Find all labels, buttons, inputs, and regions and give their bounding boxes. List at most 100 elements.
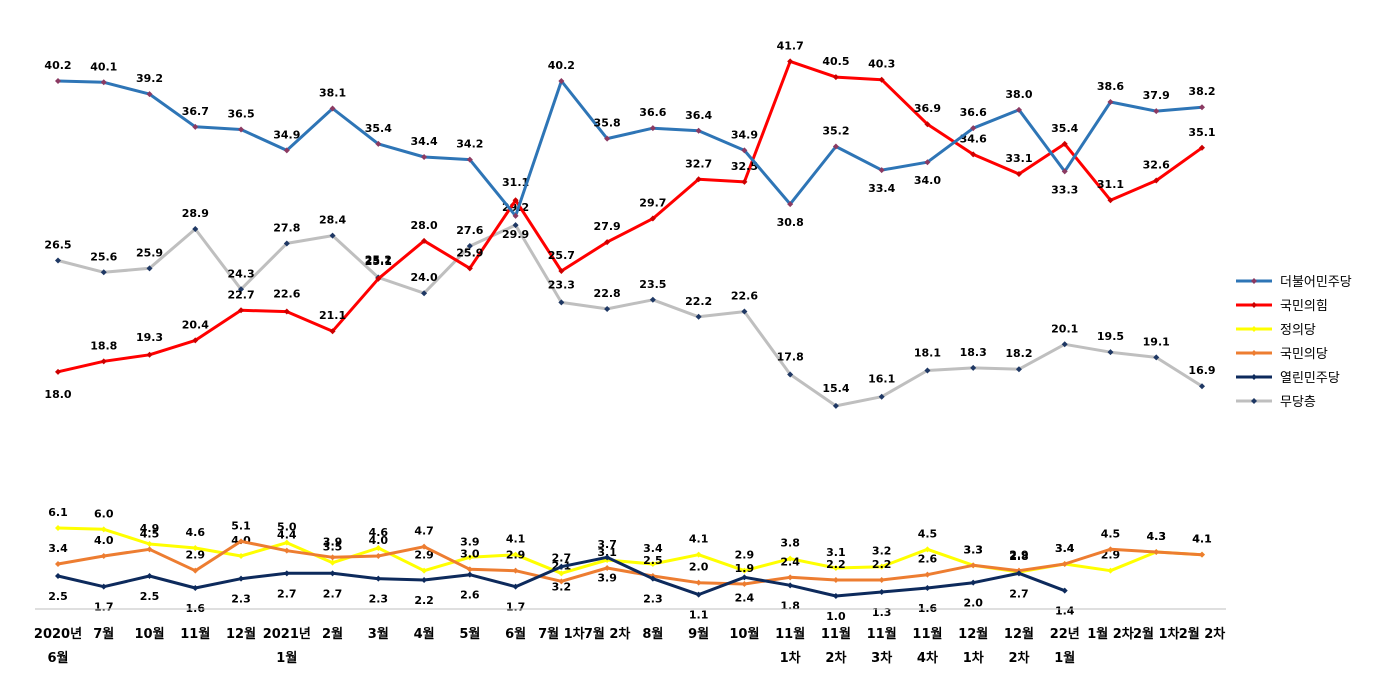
data-label-ec97b4eba6b0ebafbceca3bceb8bb9-3: 1.6 [186,602,206,615]
data-label-eca095ec9d98eb8bb9-6: 3.5 [323,541,343,554]
data-label-ebacb4eb8bb9ecb8b5-6: 28.4 [319,214,346,227]
data-label-eab5adebafbcec9d98eb8bb9-21: 2.9 [1009,549,1029,562]
x-tick-label-18-line1: 3차 [871,650,892,666]
legend-label-eb8d94ebb688ec96b4ebafbceca3bceb8bb9: 더불어민주당 [1280,275,1352,290]
data-label-eca095ec9d98eb8bb9-7: 4.6 [369,526,389,539]
data-label-eab5adebafbcec9d98ed9e98-23: 31.1 [1097,178,1124,191]
data-point-eab5adebafbcec9d98ed9e98-11 [558,267,565,274]
x-axis-tick-labels: 2020년 6월 7월 10월 11월 12월 2021년 1월 2월 3월 4월 5월 6월 7월 1차… [34,626,1225,666]
x-tick-label-14: 9월 [688,626,709,642]
data-point-eab5adebafbcec9d98eb8bb9-23 [1107,546,1114,553]
data-label-eab5adebafbcec9d98eb8bb9-7: 4.0 [369,534,389,547]
x-tick-label-19: 11월 [912,626,942,642]
data-point-eb8d94ebb688ec96b4ebafbceca3bceb8bb9-6 [329,105,336,112]
data-point-eb8d94ebb688ec96b4ebafbceca3bceb8bb9-24 [1153,108,1160,115]
data-label-ebacb4eb8bb9ecb8b5-18: 16.1 [868,373,895,386]
data-label-ebacb4eb8bb9ecb8b5-4: 24.3 [227,267,254,280]
data-point-eab5adebafbcec9d98eb8bb9-6 [329,554,336,561]
data-point-ebacb4eb8bb9ecb8b5-11 [558,299,565,306]
data-point-ec97b4eba6b0ebafbceca3bceb8bb9-8 [421,576,428,583]
data-point-eb8d94ebb688ec96b4ebafbceca3bceb8bb9-16 [787,201,794,208]
x-tick-label-13: 8월 [642,626,663,642]
data-label-eca095ec9d98eb8bb9-9: 3.9 [460,535,480,548]
data-label-eb8d94ebb688ec96b4ebafbceca3bceb8bb9-20: 36.6 [960,106,987,119]
data-label-ec97b4eba6b0ebafbceca3bceb8bb9-20: 2.0 [963,597,983,610]
data-point-ec97b4eba6b0ebafbceca3bceb8bb9-7 [375,575,382,582]
x-tick-label-17: 11월 [821,626,851,642]
data-point-eab5adebafbcec9d98ed9e98-9 [466,265,473,272]
data-point-eab5adebafbcec9d98eb8bb9-0 [55,560,61,567]
x-tick-label-25: 2월 2차 [1179,626,1226,642]
legend-marker-eb8d94ebb688ec96b4ebafbceca3bceb8bb9 [1251,278,1257,284]
data-label-eb8d94ebb688ec96b4ebafbceca3bceb8bb9-3: 36.7 [182,105,209,118]
data-point-ebacb4eb8bb9ecb8b5-18 [878,393,885,400]
data-label-eab5adebafbcec9d98ed9e98-16: 41.7 [777,39,804,52]
data-point-ebacb4eb8bb9ecb8b5-25 [1199,383,1205,390]
data-point-eab5adebafbcec9d98eb8bb9-14 [695,579,702,586]
data-label-eb8d94ebb688ec96b4ebafbceca3bceb8bb9-8: 34.4 [411,135,438,148]
data-label-ebacb4eb8bb9ecb8b5-0: 26.5 [44,238,71,251]
data-label-eab5adebafbcec9d98eb8bb9-13: 2.5 [643,554,663,567]
series-line-eb8d94ebb688ec96b4ebafbceca3bceb8bb9 [57,79,1203,218]
data-label-ec97b4eba6b0ebafbceca3bceb8bb9-4: 2.3 [231,593,251,606]
data-label-ec97b4eba6b0ebafbceca3bceb8bb9-12: 3.9 [597,571,617,584]
data-point-eca095ec9d98eb8bb9-15 [741,567,748,574]
data-label-eab5adebafbcec9d98ed9e98-24: 32.6 [1143,159,1170,172]
data-point-ebacb4eb8bb9ecb8b5-0 [55,257,61,264]
data-label-eab5adebafbcec9d98ed9e98-8: 28.0 [411,219,438,232]
data-label-eab5adebafbcec9d98eb8bb9-16: 2.4 [780,555,800,568]
x-tick-label-9: 5월 [459,626,480,642]
x-tick-label-17-line1: 2차 [825,650,846,666]
data-point-ebacb4eb8bb9ecb8b5-10 [512,222,519,229]
series-line-eab5adebafbcec9d98ed9e98 [57,59,1203,374]
data-label-eab5adebafbcec9d98eb8bb9-25: 4.1 [1192,533,1212,546]
data-label-eb8d94ebb688ec96b4ebafbceca3bceb8bb9-0: 40.2 [44,59,71,72]
data-label-eb8d94ebb688ec96b4ebafbceca3bceb8bb9-19: 34.0 [914,174,941,187]
data-label-eab5adebafbcec9d98eb8bb9-5: 4.4 [277,529,297,542]
data-point-eab5adebafbcec9d98ed9e98-20 [970,151,977,158]
data-point-eab5adebafbcec9d98eb8bb9-1 [100,552,107,559]
x-tick-label-7: 3월 [368,626,389,642]
x-tick-label-22-line1: 1월 [1054,650,1075,666]
data-point-eb8d94ebb688ec96b4ebafbceca3bceb8bb9-20 [970,125,977,132]
data-point-eca095ec9d98eb8bb9-16 [787,555,794,562]
data-point-eb8d94ebb688ec96b4ebafbceca3bceb8bb9-7 [375,140,382,147]
data-label-ebacb4eb8bb9ecb8b5-25: 16.9 [1188,364,1215,377]
data-label-eab5adebafbcec9d98ed9e98-0: 18.0 [44,388,71,401]
data-point-ebacb4eb8bb9ecb8b5-19 [924,367,931,374]
data-label-eb8d94ebb688ec96b4ebafbceca3bceb8bb9-12: 35.8 [594,117,621,130]
data-point-eca095ec9d98eb8bb9-6 [329,559,336,566]
data-point-ebacb4eb8bb9ecb8b5-16 [787,371,794,378]
x-tick-label-0: 2020년 [34,627,82,642]
data-label-eab5adebafbcec9d98eb8bb9-10: 2.9 [506,549,526,562]
x-tick-label-21-line1: 2차 [1008,650,1029,666]
data-label-ec97b4eba6b0ebafbceca3bceb8bb9-14: 1.1 [689,609,709,622]
data-label-ebacb4eb8bb9ecb8b5-2: 25.9 [136,246,163,259]
data-label-eab5adebafbcec9d98eb8bb9-20: 3.3 [963,543,983,556]
data-label-eab5adebafbcec9d98ed9e98-3: 20.4 [182,318,209,331]
data-point-eb8d94ebb688ec96b4ebafbceca3bceb8bb9-10 [512,212,519,219]
data-label-ec97b4eba6b0ebafbceca3bceb8bb9-21: 2.7 [1009,587,1029,600]
data-point-ebacb4eb8bb9ecb8b5-3 [192,226,199,233]
data-label-eca095ec9d98eb8bb9-21: 2.8 [1009,550,1029,563]
data-label-eb8d94ebb688ec96b4ebafbceca3bceb8bb9-10: 29.9 [502,228,529,241]
data-point-ec97b4eba6b0ebafbceca3bceb8bb9-17 [832,592,839,599]
data-label-eab5adebafbcec9d98ed9e98-17: 40.5 [822,55,849,68]
data-point-eb8d94ebb688ec96b4ebafbceca3bceb8bb9-5 [283,147,290,154]
data-point-ec97b4eba6b0ebafbceca3bceb8bb9-3 [192,584,199,591]
legend-label-eab5adebafbcec9d98ed9e98: 국민의힘 [1280,299,1328,314]
data-label-eca095ec9d98eb8bb9-5: 5.0 [277,521,297,534]
data-point-eca095ec9d98eb8bb9-3 [192,544,199,551]
series-line-ebacb4eb8bb9ecb8b5 [57,223,1203,408]
data-label-eca095ec9d98eb8bb9-0: 6.1 [48,506,68,519]
data-label-eca095ec9d98eb8bb9-19: 4.5 [918,527,938,540]
data-point-ec97b4eba6b0ebafbceca3bceb8bb9-16 [787,582,794,589]
data-point-eb8d94ebb688ec96b4ebafbceca3bceb8bb9-4 [238,126,245,133]
data-label-ec97b4eba6b0ebafbceca3bceb8bb9-15: 2.4 [735,591,755,604]
data-label-eab5adebafbcec9d98eb8bb9-22: 3.4 [1055,542,1075,555]
data-point-eb8d94ebb688ec96b4ebafbceca3bceb8bb9-21 [1015,106,1022,113]
data-label-eab5adebafbcec9d98ed9e98-13: 29.7 [639,197,666,210]
x-tick-label-20-line1: 1차 [963,650,984,666]
data-label-eab5adebafbcec9d98eb8bb9-18: 2.2 [872,558,892,571]
